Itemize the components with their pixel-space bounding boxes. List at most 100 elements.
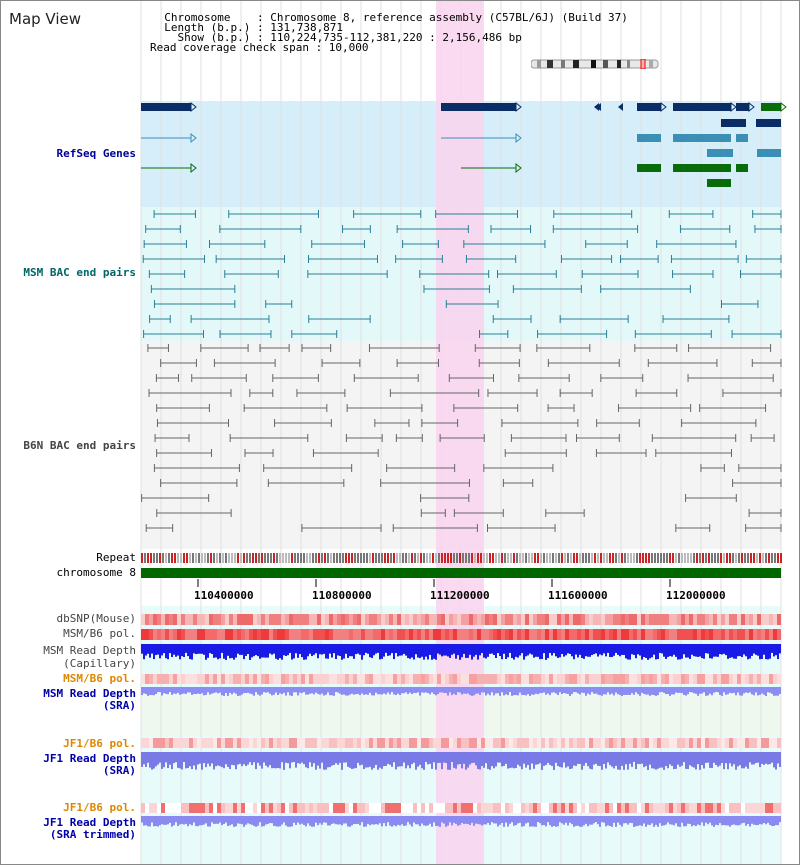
depth-bar	[359, 644, 361, 655]
repeat-block	[267, 553, 269, 563]
heat-cell	[177, 614, 181, 625]
depth-bar	[345, 687, 347, 696]
track-label-jf1-b6-pol-2[interactable]: JF1/B6 pol.	[63, 801, 136, 814]
heat-cell	[417, 614, 421, 625]
depth-bar	[613, 687, 615, 696]
depth-bar	[379, 644, 381, 660]
depth-bar	[193, 687, 195, 694]
depth-bar	[439, 644, 441, 655]
depth-bar	[749, 752, 751, 763]
heat-cell	[289, 629, 293, 640]
heat-cell	[705, 614, 709, 625]
heat-cell	[385, 629, 389, 640]
heat-cell	[205, 738, 209, 748]
repeat-block	[735, 553, 737, 563]
heat-cell	[685, 738, 689, 748]
repeat-block	[576, 553, 578, 563]
heat-cell	[301, 629, 305, 640]
depth-bar	[325, 816, 327, 823]
heat-cell	[345, 674, 349, 684]
heat-cell	[745, 738, 749, 748]
depth-bar	[511, 752, 513, 768]
heat-cell	[661, 674, 665, 684]
heat-cell	[369, 674, 373, 684]
heat-cell	[485, 629, 489, 640]
depth-bar	[307, 687, 309, 695]
track-label-msm-read-depth-capillary[interactable]: MSM Read Depth	[43, 644, 136, 657]
heat-cell	[465, 674, 469, 684]
depth-bar	[233, 752, 235, 766]
depth-bar	[461, 644, 463, 658]
track-label-b6n-bac[interactable]: B6N BAC end pairs	[23, 439, 136, 452]
track-label-refseq[interactable]: RefSeq Genes	[56, 147, 136, 160]
depth-bar	[573, 644, 575, 660]
depth-bar	[293, 816, 295, 823]
depth-bar	[553, 752, 555, 770]
track-label-repeat[interactable]: Repeat	[96, 551, 136, 564]
depth-bar	[193, 644, 195, 654]
depth-bar	[285, 816, 287, 826]
heat-cell	[525, 803, 529, 813]
depth-bar	[703, 752, 705, 769]
heat-cell	[445, 629, 449, 640]
depth-bar	[433, 644, 435, 659]
track-label-chromosome[interactable]: chromosome 8	[56, 566, 136, 579]
heat-cell	[229, 803, 233, 813]
depth-bar	[593, 752, 595, 765]
depth-bar	[543, 687, 545, 693]
depth-bar	[473, 752, 475, 763]
depth-bar	[543, 816, 545, 826]
track-label-msm-b6-pol[interactable]: MSM/B6 pol.	[63, 627, 136, 640]
chromosome-ideogram[interactable]	[530, 54, 659, 70]
track-label-jf1-read-depth-trimmed[interactable]: JF1 Read Depth	[43, 816, 136, 829]
depth-bar	[283, 816, 285, 823]
depth-bar	[397, 644, 399, 657]
depth-bar	[779, 752, 781, 767]
depth-bar	[387, 644, 389, 656]
gene-arrow	[660, 101, 667, 113]
repeat-block	[192, 553, 194, 563]
track-label-msm-bac[interactable]: MSM BAC end pairs	[23, 266, 136, 279]
heat-cell	[509, 803, 513, 813]
heat-cell	[569, 803, 573, 813]
heat-cell	[557, 674, 561, 684]
heat-cell	[573, 614, 577, 625]
heat-cell	[753, 674, 757, 684]
track-label-dbsnp[interactable]: dbSNP(Mouse)	[56, 612, 136, 625]
depth-bar	[159, 752, 161, 763]
repeat-block	[198, 553, 200, 563]
depth-bar	[417, 687, 419, 693]
depth-bar	[215, 644, 217, 658]
depth-bar	[337, 687, 339, 693]
depth-bar	[673, 644, 675, 655]
track-label-msm-read-depth-sra[interactable]: MSM Read Depth	[43, 687, 136, 700]
track-label-jf1-read-depth-sra[interactable]: JF1 Read Depth	[43, 752, 136, 765]
depth-bar	[717, 752, 719, 767]
depth-bar	[433, 752, 435, 763]
depth-bar	[481, 687, 483, 693]
depth-bar	[325, 752, 327, 770]
heat-cell	[613, 614, 617, 625]
track-label-msm-b6-pol-sra[interactable]: MSM/B6 pol.	[63, 672, 136, 685]
depth-bar	[489, 816, 491, 825]
heat-cell	[337, 674, 341, 684]
depth-bar	[743, 644, 745, 655]
depth-bar	[231, 644, 233, 658]
depth-bar	[269, 687, 271, 694]
depth-bar	[715, 752, 717, 766]
heat-cell	[665, 803, 669, 813]
heat-cell	[429, 674, 433, 684]
heat-cell	[437, 674, 441, 684]
depth-bar	[271, 687, 273, 696]
depth-bar	[603, 752, 605, 764]
depth-bar	[237, 644, 239, 654]
depth-bar	[255, 816, 257, 827]
heat-cell	[565, 674, 569, 684]
depth-bar	[633, 687, 635, 695]
track-label-jf1-b6-pol[interactable]: JF1/B6 pol.	[63, 737, 136, 750]
depth-bar	[439, 752, 441, 763]
heat-cell	[417, 803, 421, 813]
depth-bar	[535, 687, 537, 694]
depth-bar	[389, 687, 391, 695]
